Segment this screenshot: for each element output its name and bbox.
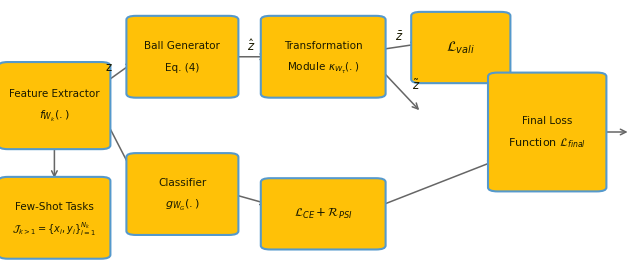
Text: Classifier: Classifier xyxy=(158,178,207,188)
Text: Final Loss: Final Loss xyxy=(522,116,572,126)
Text: Few-Shot Tasks: Few-Shot Tasks xyxy=(15,202,94,211)
FancyBboxPatch shape xyxy=(488,73,607,191)
Text: z: z xyxy=(106,62,111,74)
FancyBboxPatch shape xyxy=(0,177,110,259)
Text: Eq. (4): Eq. (4) xyxy=(165,63,200,73)
Text: $\mathcal{L}_{CE} + \mathcal{R}_{PSI}$: $\mathcal{L}_{CE} + \mathcal{R}_{PSI}$ xyxy=(294,206,353,221)
FancyBboxPatch shape xyxy=(412,12,511,83)
FancyBboxPatch shape xyxy=(261,178,385,249)
Text: $f_{W_k}(.)$: $f_{W_k}(.)$ xyxy=(39,109,70,124)
Text: $\mathcal{J}_{k>1} = \{x_i, y_i\}_{i=1}^{N_k}$: $\mathcal{J}_{k>1} = \{x_i, y_i\}_{i=1}^… xyxy=(12,220,97,238)
FancyBboxPatch shape xyxy=(261,16,385,98)
Text: $\tilde{z}$: $\tilde{z}$ xyxy=(412,79,421,93)
Text: Function $\mathcal{L}_{final}$: Function $\mathcal{L}_{final}$ xyxy=(508,136,586,150)
Text: $\hat{z}$: $\hat{z}$ xyxy=(247,38,255,54)
Text: $\bar{z}$: $\bar{z}$ xyxy=(394,30,403,44)
FancyBboxPatch shape xyxy=(126,16,238,98)
Text: Feature Extractor: Feature Extractor xyxy=(9,89,100,99)
Text: $g_{W_G}(.)$: $g_{W_G}(.)$ xyxy=(165,198,200,213)
FancyBboxPatch shape xyxy=(126,153,238,235)
Text: Transformation: Transformation xyxy=(284,41,362,50)
FancyBboxPatch shape xyxy=(0,62,110,149)
Text: $\mathcal{L}_{vali}$: $\mathcal{L}_{vali}$ xyxy=(446,39,476,56)
Text: Module $\kappa_{W_\tau}(.)$: Module $\kappa_{W_\tau}(.)$ xyxy=(287,60,360,76)
Text: Ball Generator: Ball Generator xyxy=(145,41,220,50)
